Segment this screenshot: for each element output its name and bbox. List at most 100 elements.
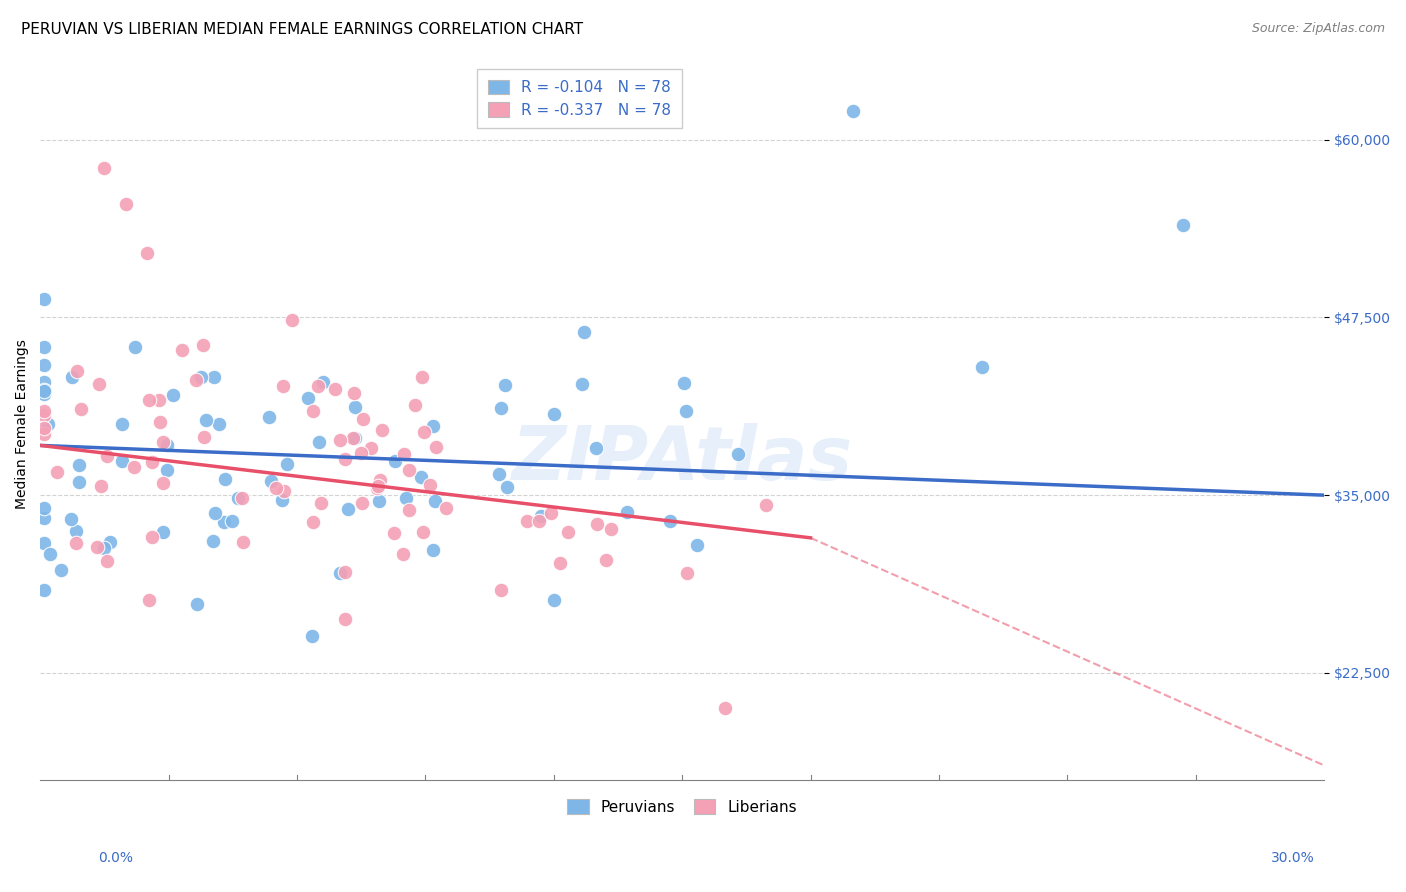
Point: [600, 522, 623, 536]
Point: [422, 542, 444, 557]
Point: [343, 400, 366, 414]
Point: [67, 475, 90, 489]
Point: [100, 534, 122, 549]
Point: [34, 510, 56, 524]
Point: [136, 246, 159, 260]
Point: [152, 435, 174, 450]
Point: [65, 535, 87, 549]
Point: [676, 566, 699, 581]
Point: [34, 404, 56, 418]
Point: [34, 408, 56, 422]
Point: [1171, 218, 1194, 232]
Point: [371, 423, 394, 437]
Point: [360, 441, 382, 455]
Point: [529, 515, 551, 529]
Point: [204, 506, 226, 520]
Point: [571, 376, 593, 391]
Point: [515, 515, 537, 529]
Point: [392, 547, 415, 561]
Point: [572, 326, 595, 340]
Point: [384, 453, 406, 467]
Point: [111, 454, 134, 468]
Point: [124, 340, 146, 354]
Point: [141, 455, 163, 469]
Point: [398, 463, 420, 477]
Point: [344, 432, 367, 446]
Legend: Peruvians, Liberians: Peruvians, Liberians: [557, 789, 807, 825]
Point: [60, 369, 83, 384]
Point: [370, 473, 392, 487]
Point: [425, 494, 447, 508]
Point: [152, 524, 174, 539]
Point: [96, 450, 118, 464]
Point: [87, 377, 110, 392]
Point: [34, 582, 56, 597]
Point: [842, 104, 865, 119]
Point: [491, 401, 513, 415]
Point: [543, 407, 565, 421]
Point: [276, 457, 298, 471]
Point: [190, 370, 212, 384]
Point: [280, 312, 302, 326]
Point: [308, 435, 330, 450]
Point: [368, 493, 391, 508]
Point: [336, 502, 359, 516]
Text: Source: ZipAtlas.com: Source: ZipAtlas.com: [1251, 22, 1385, 36]
Point: [193, 338, 215, 352]
Point: [616, 504, 638, 518]
Point: [329, 566, 352, 580]
Point: [59, 511, 82, 525]
Point: [302, 404, 325, 418]
Point: [90, 479, 112, 493]
Point: [398, 503, 420, 517]
Point: [540, 506, 562, 520]
Point: [494, 378, 516, 392]
Point: [302, 515, 325, 529]
Point: [308, 379, 330, 393]
Point: [45, 466, 67, 480]
Point: [114, 196, 136, 211]
Point: [434, 500, 457, 515]
Y-axis label: Median Female Earnings: Median Female Earnings: [15, 339, 30, 509]
Point: [585, 441, 607, 455]
Point: [686, 538, 709, 552]
Point: [395, 491, 418, 505]
Point: [404, 398, 426, 412]
Point: [162, 388, 184, 402]
Point: [382, 525, 405, 540]
Point: [67, 458, 90, 473]
Point: [93, 541, 115, 555]
Point: [343, 385, 366, 400]
Point: [333, 451, 356, 466]
Point: [257, 409, 280, 424]
Point: [226, 491, 249, 505]
Text: PERUVIAN VS LIBERIAN MEDIAN FEMALE EARNINGS CORRELATION CHART: PERUVIAN VS LIBERIAN MEDIAN FEMALE EARNI…: [21, 22, 583, 37]
Point: [202, 370, 225, 384]
Point: [34, 358, 56, 372]
Point: [727, 447, 749, 461]
Point: [86, 540, 108, 554]
Point: [201, 534, 224, 549]
Point: [411, 370, 433, 384]
Point: [297, 392, 319, 406]
Point: [34, 536, 56, 550]
Point: [585, 516, 607, 531]
Point: [659, 514, 682, 528]
Point: [352, 496, 374, 510]
Point: [301, 629, 323, 643]
Point: [221, 514, 243, 528]
Point: [212, 515, 235, 529]
Point: [214, 472, 236, 486]
Point: [675, 403, 697, 417]
Point: [34, 384, 56, 398]
Point: [273, 483, 295, 498]
Point: [34, 292, 56, 306]
Point: [422, 419, 444, 434]
Point: [39, 548, 62, 562]
Point: [152, 475, 174, 490]
Point: [156, 438, 179, 452]
Point: [530, 509, 553, 524]
Point: [34, 375, 56, 389]
Point: [34, 420, 56, 434]
Point: [714, 701, 737, 715]
